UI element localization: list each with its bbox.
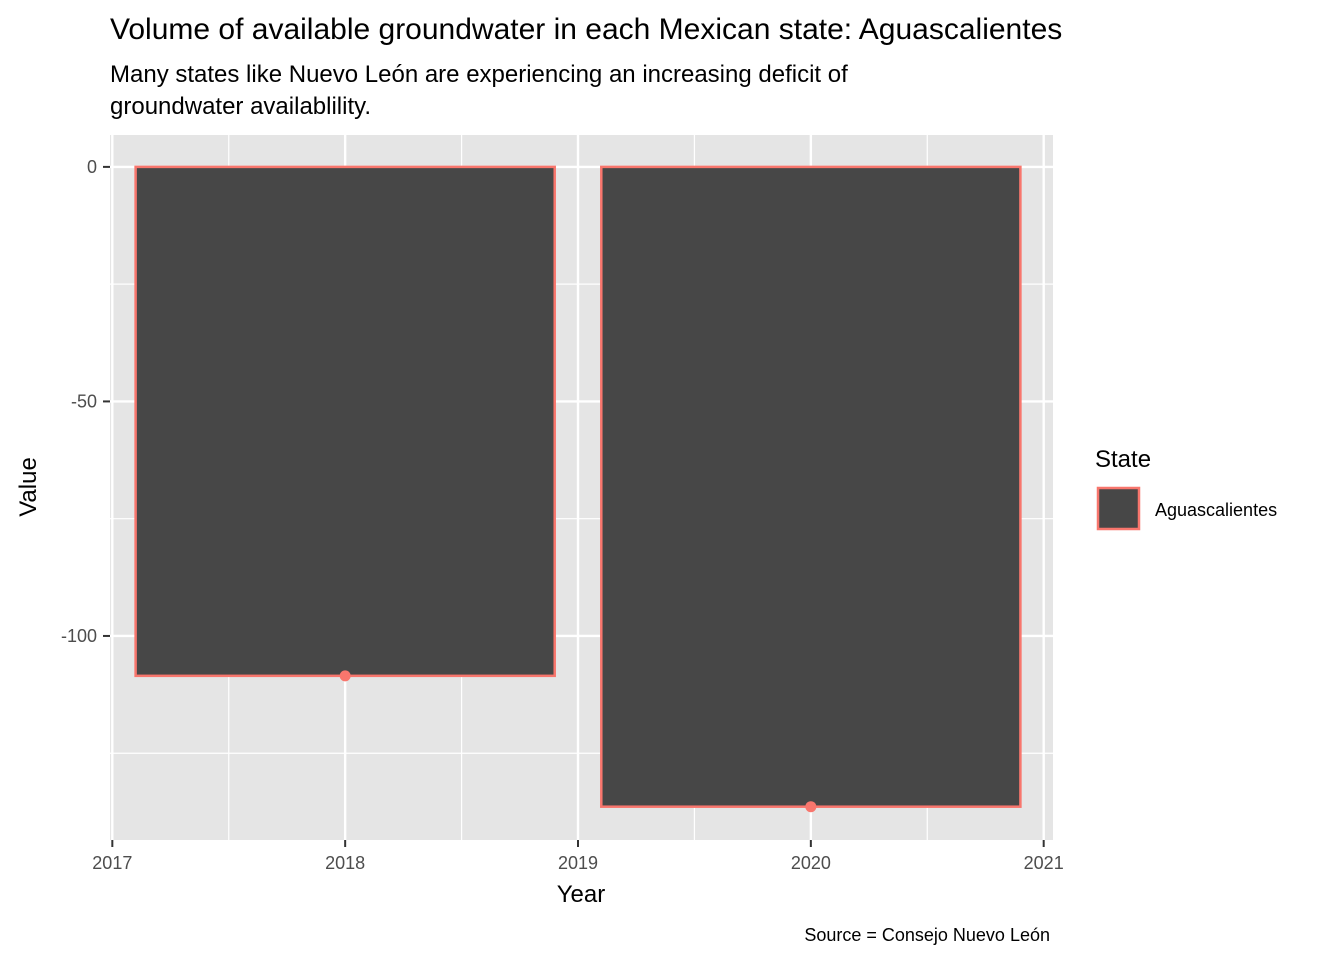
chart-subtitle-line-2: groundwater availablility.: [110, 93, 371, 120]
y-axis: 0 -50 -100: [61, 157, 110, 646]
chart-title: Volume of available groundwater in each …: [110, 13, 1062, 46]
y-tick-label: 0: [87, 157, 97, 177]
y-tick-label: -100: [61, 626, 97, 646]
bar-2020: [600, 165, 1022, 808]
legend-title: State: [1095, 446, 1151, 473]
bar-2018: [134, 165, 556, 678]
x-tick-label: 2018: [325, 853, 365, 873]
x-tick-label: 2021: [1024, 853, 1064, 873]
bars: [134, 165, 1022, 808]
chart-caption: Source = Consejo Nuevo León: [804, 925, 1050, 945]
legend: State Aguascalientes: [1095, 446, 1277, 531]
legend-label-aguascalientes: Aguascalientes: [1155, 500, 1277, 520]
point-2020: [805, 801, 817, 813]
x-axis: 2017 2018 2019 2020 2021: [92, 840, 1064, 873]
point-2018: [339, 670, 351, 682]
y-tick-label: -50: [71, 391, 97, 411]
x-axis-title: Year: [557, 881, 606, 908]
x-tick-label: 2020: [791, 853, 831, 873]
chart-subtitle-line-1: Many states like Nuevo León are experien…: [110, 61, 848, 88]
x-tick-label: 2019: [558, 853, 598, 873]
x-tick-label: 2017: [92, 853, 132, 873]
y-axis-title: Value: [15, 457, 42, 517]
points: [339, 670, 817, 813]
legend-key-aguascalientes: [1096, 486, 1141, 531]
